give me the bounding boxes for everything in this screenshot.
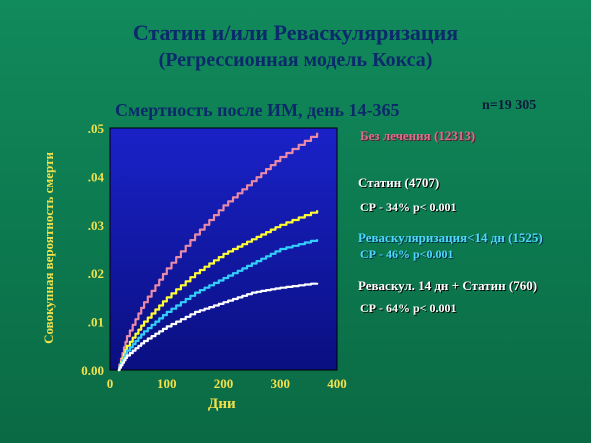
y-tick-label: .01 (88, 315, 104, 330)
y-tick-label: .02 (88, 266, 104, 281)
x-tick-label: 400 (327, 376, 347, 391)
series-line-none (117, 132, 319, 372)
legend-combined: Реваскул. 14 дн + Статин (760) (358, 278, 538, 293)
legend-no-treatment: Без лечения (12313) (360, 128, 476, 143)
legend-revasc-stat: СР - 46% p<0.001 (360, 247, 454, 261)
series-line-revasc (117, 239, 319, 372)
y-tick-label: .05 (88, 121, 105, 136)
legend-combined-stat: СР - 64% p< 0.001 (360, 301, 457, 315)
x-axis-label: Дни (208, 396, 236, 412)
x-tick-label: 200 (214, 376, 234, 391)
chart-title: Смертность после ИМ, день 14-365 (115, 100, 400, 120)
slide-title-line1: Статин и/или Реваскуляризация (132, 20, 459, 45)
y-axis-label: Совокупная вероятность смерти (41, 152, 56, 344)
series-line-combined (117, 282, 319, 372)
x-tick-label: 0 (107, 376, 114, 391)
y-tick-label: .03 (88, 218, 105, 233)
slide-title-line2: (Регрессионная модель Кокса) (158, 49, 433, 71)
sample-size-label: n=19 305 (482, 98, 537, 113)
legend-statin: Статин (4707) (358, 175, 440, 190)
x-tick-label: 300 (271, 376, 291, 391)
series-line-statin (117, 210, 319, 372)
legend-revasc: Реваскуляризация<14 дн (1525) (358, 230, 543, 245)
x-tick-label: 100 (157, 376, 177, 391)
y-tick-label: .04 (88, 169, 105, 184)
legend-statin-stat: СР - 34% p< 0.001 (360, 200, 457, 214)
y-tick-label: 0.00 (81, 363, 104, 378)
